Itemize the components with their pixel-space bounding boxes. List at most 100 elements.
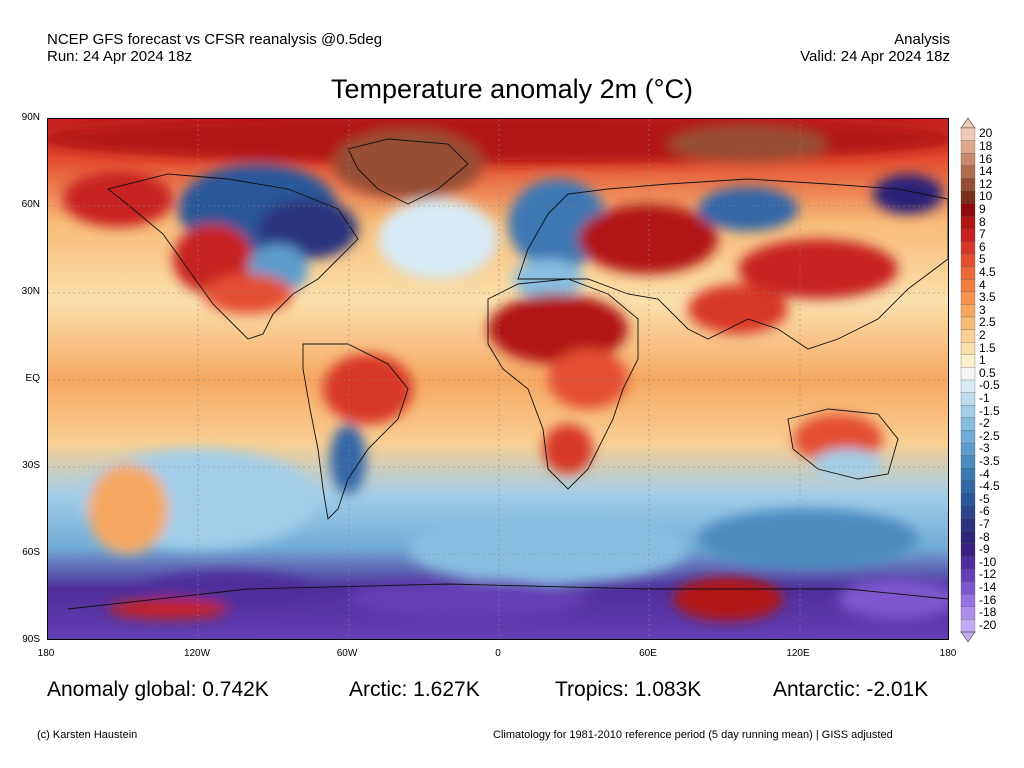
lat-label-eq: EQ	[25, 373, 40, 384]
colorbar-swatch	[960, 568, 976, 583]
colorbar-swatch	[960, 342, 976, 356]
colorbar-label: -3	[979, 441, 990, 456]
colorbar-swatch	[960, 480, 976, 494]
colorbar-label: -9	[979, 542, 990, 557]
colorbar-label: -12	[979, 567, 997, 582]
colorbar-swatch	[960, 531, 976, 545]
run-time: Run: 24 Apr 2024 18z	[47, 48, 193, 65]
colorbar-swatch	[960, 241, 976, 255]
colorbar-label: -2.5	[979, 428, 1000, 443]
colorbar-swatch	[960, 253, 976, 268]
colorbar-label: -1.5	[979, 403, 1000, 418]
colorbar-label: -20	[979, 617, 997, 632]
colorbar-swatch	[960, 417, 976, 431]
colorbar-swatch	[960, 594, 976, 608]
run-info: NCEP GFS forecast vs CFSR reanalysis @0.…	[47, 31, 382, 65]
colorbar-swatch	[960, 279, 976, 293]
colorbar-label: 0.5	[979, 365, 996, 380]
colorbar-swatch	[960, 468, 976, 482]
stat-arctic: Arctic: 1.627K	[349, 678, 480, 701]
lon-label-120w: 120W	[183, 648, 211, 659]
colorbar-label: -3.5	[979, 453, 1000, 468]
colorbar-label: -0.5	[979, 378, 1000, 393]
lat-label-60s: 60S	[22, 547, 40, 558]
colorbar-label: -4	[979, 466, 990, 481]
colorbar-swatch	[960, 329, 976, 343]
colorbar-label: 3.5	[979, 290, 996, 305]
colorbar-swatch	[960, 392, 976, 406]
colorbar-label: 7	[979, 227, 986, 242]
stat-tropics: Tropics: 1.083K	[555, 678, 702, 701]
graticule	[48, 119, 948, 639]
colorbar-label: 14	[979, 164, 993, 179]
colorbar-label: -16	[979, 592, 997, 607]
colorbar-label: 3	[979, 302, 986, 317]
colorbar-swatch	[960, 228, 976, 242]
colorbar-swatch	[960, 430, 976, 444]
colorbar-swatch	[960, 405, 976, 419]
lon-label-60e: 60E	[639, 648, 657, 659]
colorbar-swatch	[960, 316, 976, 331]
colorbar-label: 20	[979, 126, 993, 141]
valid-info: Analysis Valid: 24 Apr 2024 18z	[800, 31, 950, 65]
colorbar-label: 1.5	[979, 340, 996, 355]
colorbar-label: -18	[979, 605, 997, 620]
lon-label-180w: 180	[37, 648, 55, 659]
colorbar-swatch	[960, 291, 976, 305]
colorbar-swatch	[960, 518, 976, 532]
colorbar-swatch	[960, 367, 976, 381]
lat-label-30n: 30N	[21, 286, 40, 297]
colorbar-label: 16	[979, 151, 993, 166]
colorbar-swatch	[960, 556, 976, 570]
colorbar-swatch	[960, 581, 976, 595]
lat-label-90n: 90N	[21, 112, 40, 123]
colorbar-label: 10	[979, 189, 993, 204]
colorbar	[960, 118, 976, 642]
lat-label-90s: 90S	[22, 634, 40, 645]
anomaly-map	[47, 118, 949, 640]
lat-label-30s: 30S	[22, 460, 40, 471]
colorbar-swatch	[960, 165, 976, 179]
colorbar-label: -14	[979, 579, 997, 594]
anomaly-map-svg	[48, 119, 948, 639]
colorbar-swatch	[960, 455, 976, 469]
colorbar-swatch	[960, 354, 976, 368]
stat-global: Anomaly global: 0.742K	[47, 678, 269, 701]
colorbar-swatch	[960, 505, 976, 520]
coastlines	[67, 138, 948, 610]
lon-label-120e: 120E	[786, 648, 810, 659]
model-description: NCEP GFS forecast vs CFSR reanalysis @0.…	[47, 31, 383, 48]
colorbar-swatch	[960, 442, 976, 457]
colorbar-label: 12	[979, 176, 993, 191]
anomaly-blobs	[48, 119, 948, 621]
lon-label-60w: 60W	[336, 648, 358, 659]
colorbar-label: -6	[979, 504, 990, 519]
colorbar-label: -2	[979, 416, 990, 431]
colorbar-label: 1	[979, 353, 986, 368]
colorbar-swatch	[960, 266, 976, 280]
colorbar-label: -4.5	[979, 479, 1000, 494]
colorbar-label: 2	[979, 327, 986, 342]
colorbar-arrow-bottom	[960, 631, 976, 642]
colorbar-swatch	[960, 190, 976, 205]
colorbar-label: 8	[979, 214, 986, 229]
colorbar-label: 9	[979, 201, 986, 216]
colorbar-label: -8	[979, 529, 990, 544]
colorbar-label: 4.5	[979, 264, 996, 279]
colorbar-swatch	[960, 493, 976, 507]
lon-label-0: 0	[495, 648, 501, 659]
stat-antarctic: Antarctic: -2.01K	[773, 678, 929, 701]
valid-time: Valid: 24 Apr 2024 18z	[800, 48, 950, 65]
colorbar-label: 4	[979, 277, 986, 292]
colorbar-swatch	[960, 619, 976, 633]
colorbar-label: -1	[979, 390, 990, 405]
colorbar-label: 2.5	[979, 315, 996, 330]
colorbar-swatch	[960, 203, 976, 217]
colorbar-label: -10	[979, 554, 997, 569]
colorbar-swatch	[960, 304, 976, 318]
lon-label-180e: 180	[939, 648, 957, 659]
colorbar-swatch	[960, 127, 976, 142]
colorbar-swatch	[960, 379, 976, 394]
lat-label-60n: 60N	[21, 199, 40, 210]
colorbar-swatch	[960, 543, 976, 557]
